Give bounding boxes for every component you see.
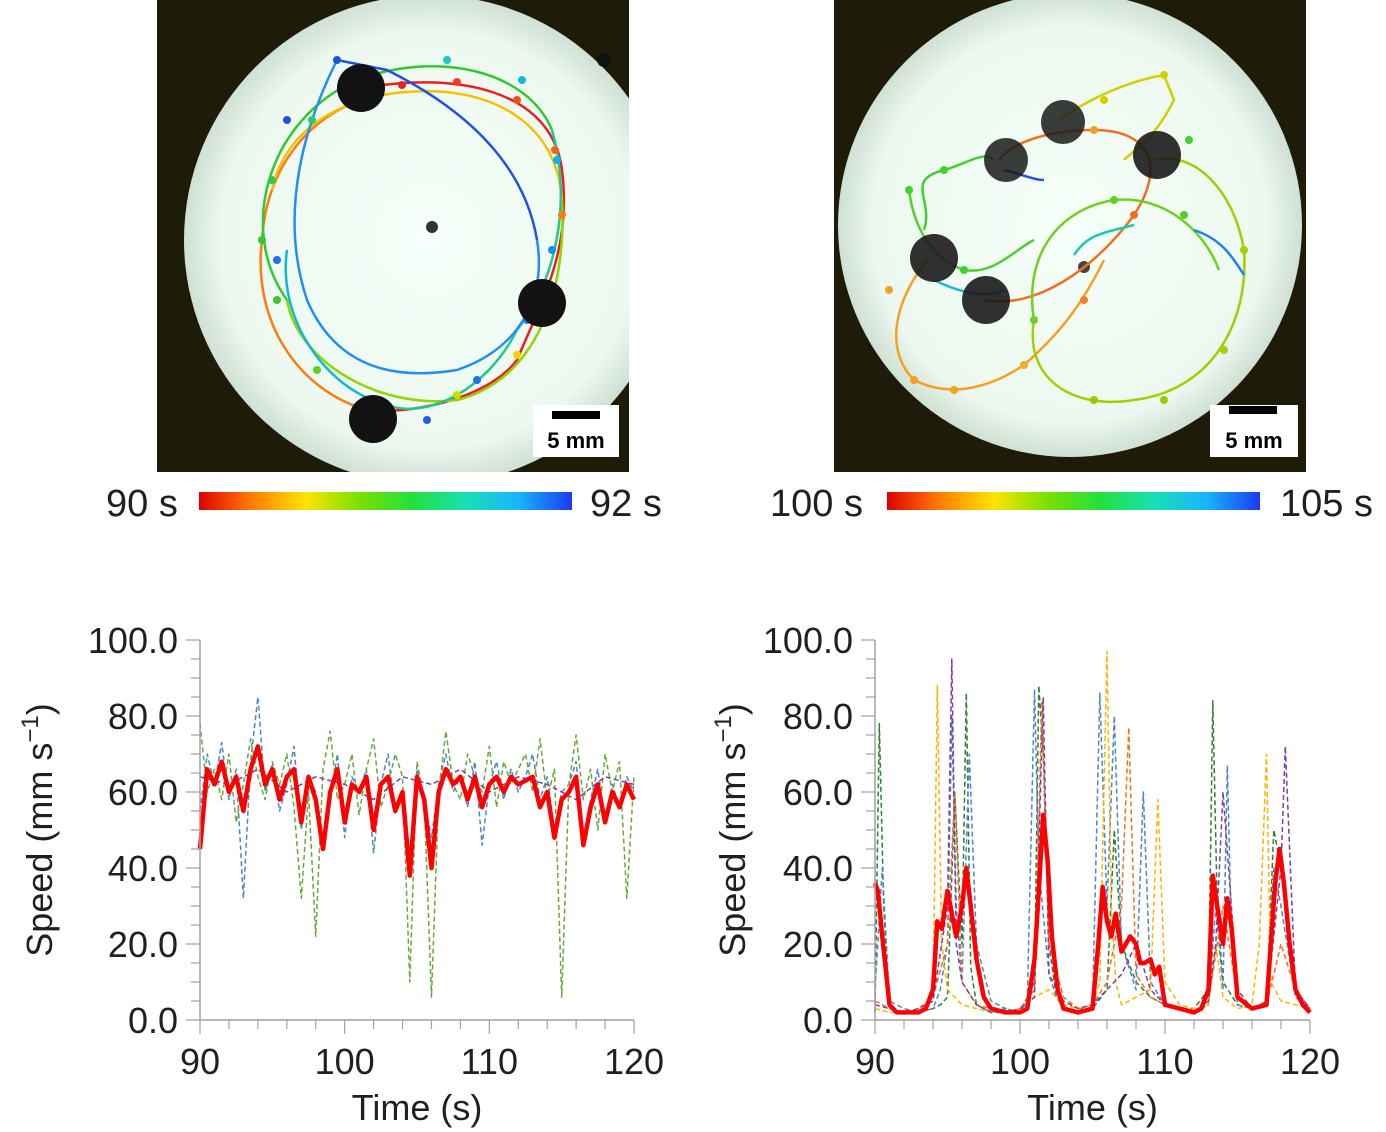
dish-photo-left-svg: 5 mm: [184, 0, 674, 485]
chart0-y-tick-label: 20.0: [108, 924, 178, 965]
debris-spot: [597, 53, 611, 67]
colorbar: [199, 492, 572, 510]
chart1-y-axis-label: Speed (mm s−1): [710, 703, 753, 956]
chart1-y-tick-label: 0.0: [803, 1000, 853, 1041]
petri-dish: [184, 0, 674, 485]
particle: [910, 234, 958, 282]
dish-photo-left: 5 mm: [157, 0, 674, 485]
chart0-series-1: [199, 723, 635, 998]
particle: [1133, 131, 1181, 179]
particle: [1041, 100, 1085, 144]
chart0-x-tick-label: 100: [315, 1041, 375, 1082]
chart0-y-tick-label: 100.0: [88, 620, 178, 661]
chart0-series-3: [197, 744, 637, 878]
chart1-x-tick-label: 100: [990, 1041, 1050, 1082]
colorbar-min-label: 100 s: [770, 483, 863, 525]
chart1-y-tick-label: 20.0: [783, 924, 853, 965]
chart1-y-tick-label: 60.0: [783, 772, 853, 813]
chart1-series-4: [874, 658, 1311, 1014]
scale-bar: [1229, 406, 1277, 414]
chart0-y-tick-label: 60.0: [108, 772, 178, 813]
colorbar: [887, 492, 1260, 510]
dish-center-marker: [426, 221, 438, 233]
chart0-series-line: [199, 723, 635, 998]
chart0-y-tick-label: 80.0: [108, 696, 178, 737]
scale-bar: [552, 411, 600, 419]
particle: [962, 276, 1010, 324]
chart1-y-tick-label: 100.0: [763, 620, 853, 661]
dish-photo-right-svg: 5 mm: [838, 0, 1302, 457]
petri-dish: [838, 0, 1302, 457]
colorbar-min-label: 90 s: [106, 483, 178, 525]
chart0-series-2: [199, 768, 635, 801]
chart1-series-5: [872, 812, 1312, 1015]
chart0-series-line: [197, 744, 637, 878]
chart0-y-tick-label: 0.0: [128, 1000, 178, 1041]
trajectory-dots: [885, 71, 1248, 404]
chart0-series-line: [199, 768, 635, 801]
chart1-series-line: [872, 812, 1312, 1015]
chart1-x-tick-label: 110: [1136, 1041, 1193, 1082]
speed-chart-left: 0.0 20.0 40.0 60.0 80.0 100.0 90 100 110 120 Time …: [17, 620, 664, 1128]
chart1-series-1: [874, 688, 1311, 1014]
scale-bar-label: 5 mm: [1225, 428, 1282, 453]
chart0-x-tick-label: 120: [604, 1041, 664, 1082]
particle: [349, 395, 397, 443]
chart0-y-tick-label: 40.0: [108, 848, 178, 889]
colorbar-max-label: 105 s: [1280, 483, 1373, 525]
chart1-y-tick-label: 80.0: [783, 696, 853, 737]
top-right-panel: 5 mm 100 s 105 s: [693, 0, 1386, 540]
chart1-x-tick-label: 90: [855, 1041, 895, 1082]
scale-bar-label: 5 mm: [547, 428, 604, 453]
chart0-x-axis-label: Time (s): [352, 1087, 483, 1128]
chart1-series-line: [874, 688, 1311, 1014]
chart1-series-line: [874, 658, 1311, 1014]
chart1-series-2: [874, 650, 1311, 1014]
chart1-x-tick-label: 120: [1280, 1041, 1340, 1082]
particle: [984, 138, 1028, 182]
dish-photo-right: 5 mm: [834, 0, 1306, 472]
speed-chart-right: 0.0 20.0 40.0 60.0 80.0 100.0 90 100 110 120 Time …: [710, 620, 1340, 1128]
particle: [518, 279, 566, 327]
chart1-x-axis-label: Time (s): [1027, 1087, 1158, 1128]
colorbar-max-label: 92 s: [590, 483, 662, 525]
top-left-panel: 5 mm 90 s 92 s: [0, 0, 693, 540]
chart1-series-line: [874, 650, 1311, 1014]
particle: [337, 64, 385, 112]
chart0-x-tick-label: 90: [180, 1041, 220, 1082]
chart0-y-axis-label: Speed (mm s−1): [17, 703, 60, 956]
chart0-x-tick-label: 110: [461, 1041, 518, 1082]
chart1-y-tick-label: 40.0: [783, 848, 853, 889]
